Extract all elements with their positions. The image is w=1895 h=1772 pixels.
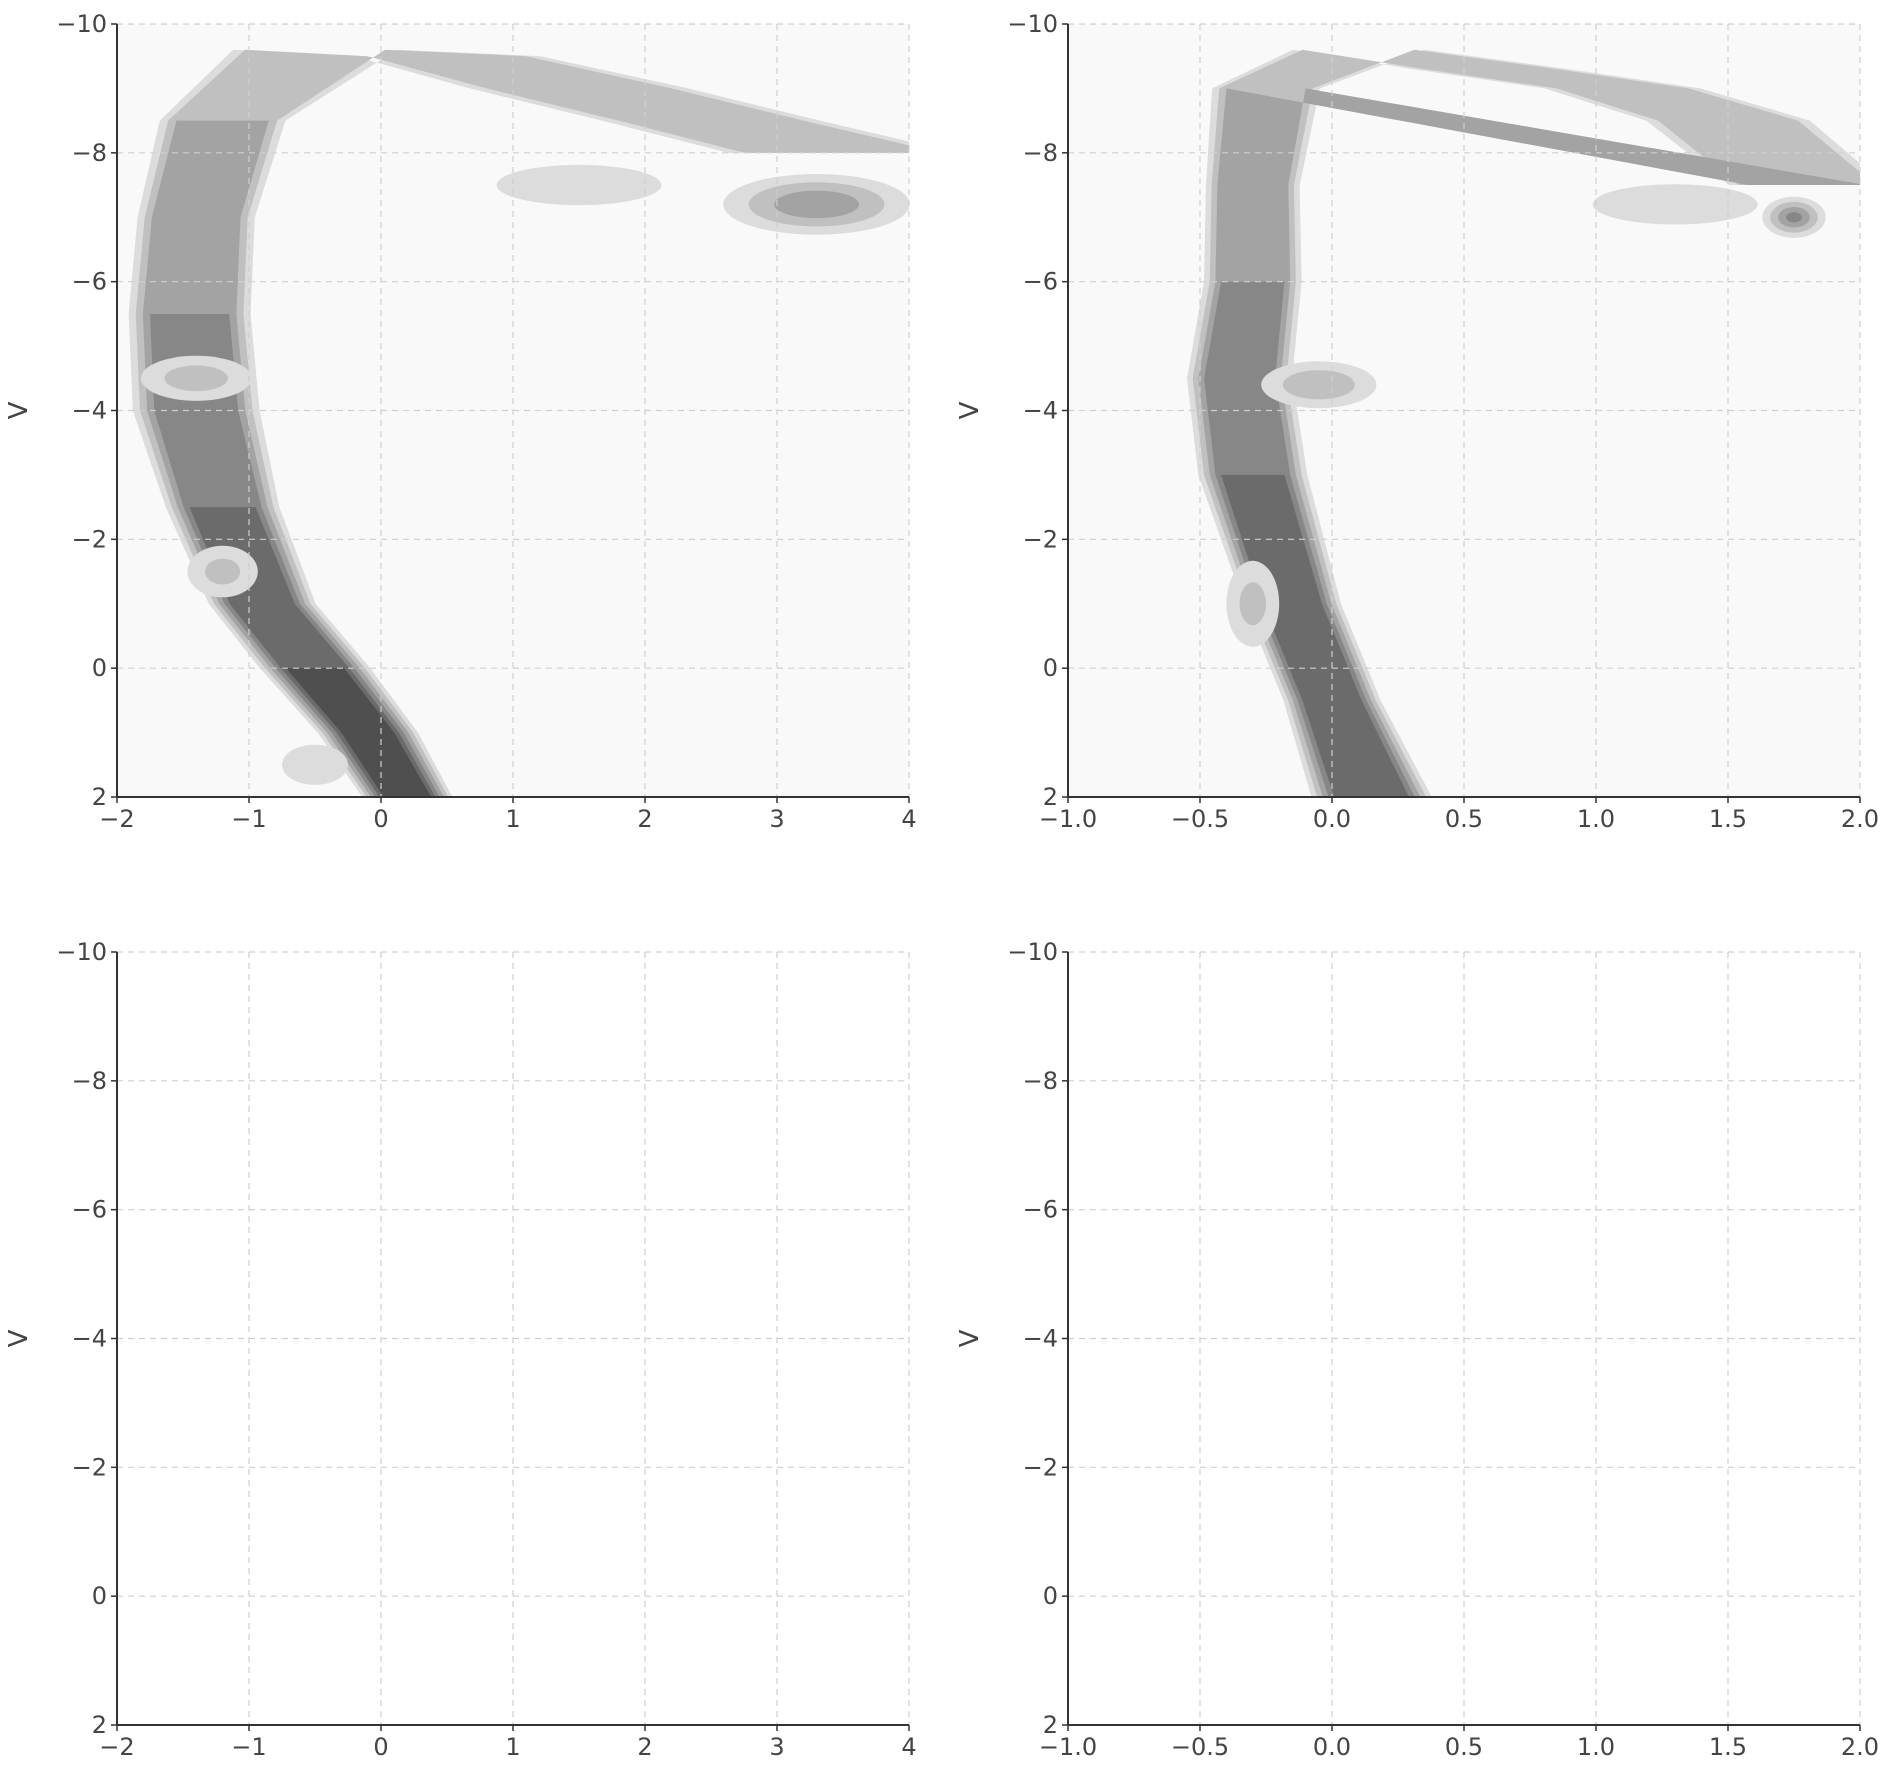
y-tick-label: 2	[1043, 1711, 1058, 1739]
density-band-level-2	[142, 120, 444, 797]
density-blob-4-level-0	[496, 164, 662, 206]
x-tick-label: 2	[637, 1733, 652, 1761]
y-tick-label: −10	[56, 10, 107, 38]
y-tick-label: 2	[92, 1711, 107, 1739]
y-tick-label: −8	[1023, 1067, 1058, 1095]
y-axis-label: V	[4, 1329, 34, 1347]
density-blob-3-level-3	[1786, 212, 1802, 223]
density-blob-3-level-2	[774, 190, 860, 219]
x-tick-label: 1	[505, 805, 520, 833]
x-tick-label: 0.0	[1313, 805, 1351, 833]
y-tick-label: −4	[1023, 1325, 1058, 1353]
density-blob-1-level-1	[205, 558, 241, 585]
y-tick-label: 0	[92, 1582, 107, 1610]
x-tick-label: 0.0	[1313, 1733, 1351, 1761]
density-band-level-5	[285, 668, 432, 797]
x-tick-label: 4	[901, 1733, 916, 1761]
x-tick-label: 2.0	[1841, 805, 1879, 833]
x-tick-label: 4	[901, 805, 916, 833]
y-tick-label: −4	[72, 1325, 107, 1353]
y-tick-label: −10	[1007, 938, 1058, 966]
y-tick-label: −6	[72, 1196, 107, 1224]
density-blob-0-level-1	[1282, 370, 1355, 400]
y-tick-label: −4	[72, 397, 107, 425]
y-tick-label: 0	[1043, 654, 1058, 682]
y-tick-label: −8	[1023, 139, 1058, 167]
y-tick-label: −10	[1007, 10, 1058, 38]
density-blob-2-level-0	[1592, 184, 1758, 225]
y-tick-label: −8	[72, 139, 107, 167]
y-axis-label: V	[955, 401, 985, 419]
density-blob-0-level-1	[164, 365, 228, 392]
x-tick-label: 3	[769, 805, 784, 833]
panel-bottom-right: −1.0 −0.5 0.0 0.5 1.0 1.5 2.0 −10 −8 −6 −4 −2 0 2 V	[955, 938, 1879, 1761]
y-tick-label: 0	[1043, 1582, 1058, 1610]
y-tick-label: −8	[72, 1067, 107, 1095]
x-tick-label: 1.5	[1709, 805, 1747, 833]
x-tick-label: −2	[99, 1733, 134, 1761]
y-tick-label: −2	[1023, 525, 1058, 553]
density-blob-2-level-0	[282, 744, 348, 785]
density-band-level-2	[1198, 88, 1860, 797]
x-tick-label: 0	[373, 805, 388, 833]
x-tick-label: 0.5	[1445, 1733, 1483, 1761]
y-tick-label: −2	[72, 525, 107, 553]
density-band-level-4	[1221, 474, 1409, 797]
x-tick-label: −0.5	[1171, 1733, 1229, 1761]
x-tick-label: 1	[505, 1733, 520, 1761]
y-tick-label: −10	[56, 938, 107, 966]
y-axis-label: V	[4, 401, 34, 419]
x-tick-label: 0	[373, 1733, 388, 1761]
x-tick-label: −1.0	[1039, 805, 1097, 833]
x-tick-label: −2	[99, 805, 134, 833]
x-tick-label: 1.0	[1577, 1733, 1615, 1761]
x-tick-label: 0.5	[1445, 805, 1483, 833]
panel-top-right: −1.0 −0.5 0.0 0.5 1.0 1.5 2.0 −10 −8 −6 −4 −2 0 2 V	[955, 10, 1879, 833]
density-layer	[128, 49, 909, 797]
density-band-level-3	[150, 313, 440, 797]
x-tick-label: 2	[637, 805, 652, 833]
x-tick-label: −1	[231, 1733, 266, 1761]
x-tick-label: 3	[769, 1733, 784, 1761]
x-tick-label: −1	[231, 805, 266, 833]
y-axis-label: V	[955, 1329, 985, 1347]
y-tick-label: −2	[72, 1453, 107, 1481]
y-tick-label: 2	[1043, 783, 1058, 811]
density-blob-1-level-1	[1239, 582, 1267, 626]
x-tick-label: −0.5	[1171, 805, 1229, 833]
y-tick-label: −6	[72, 268, 107, 296]
y-tick-label: −4	[1023, 397, 1058, 425]
x-tick-label: 1.5	[1709, 1733, 1747, 1761]
x-tick-label: 2.0	[1841, 1733, 1879, 1761]
y-tick-label: 0	[92, 654, 107, 682]
y-tick-label: 2	[92, 783, 107, 811]
x-tick-label: −1.0	[1039, 1733, 1097, 1761]
y-tick-label: −2	[1023, 1453, 1058, 1481]
x-tick-label: 1.0	[1577, 805, 1615, 833]
y-tick-label: −6	[1023, 268, 1058, 296]
y-tick-label: −6	[1023, 1196, 1058, 1224]
